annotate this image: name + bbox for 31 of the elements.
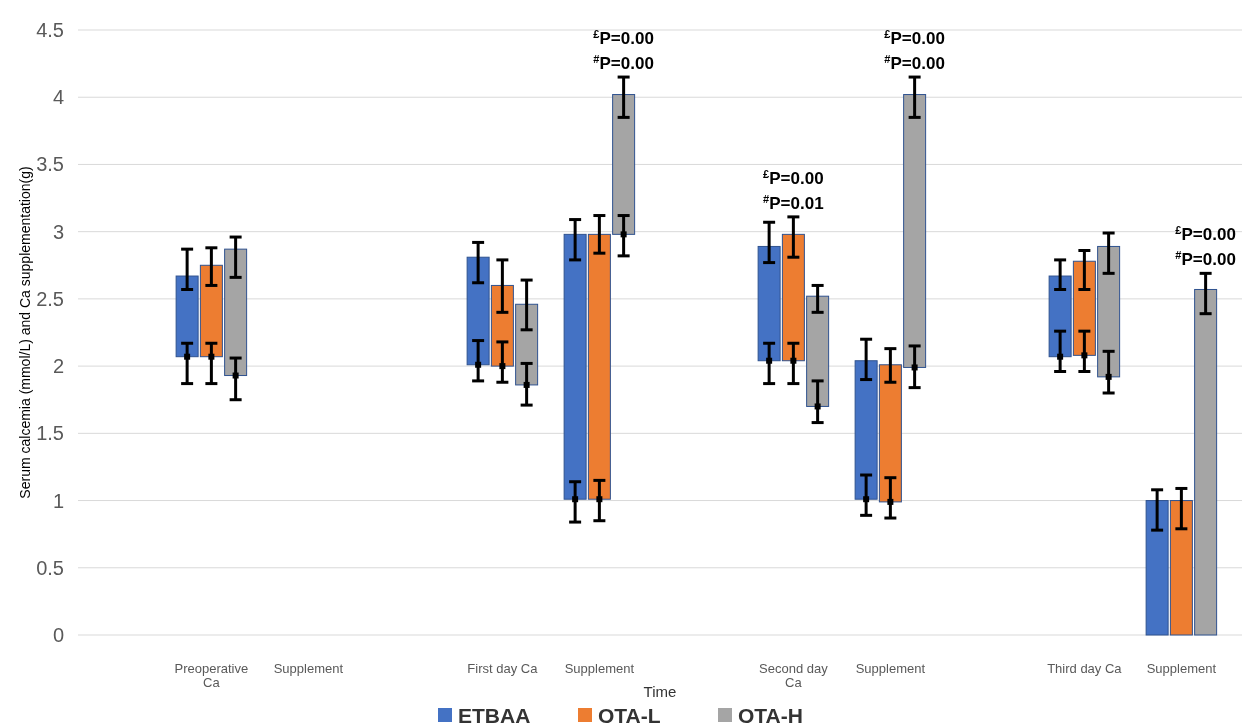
annotation: $^{£}$P=0.00 <box>1175 224 1236 245</box>
y-tick-label: 0 <box>52 624 64 646</box>
y-tick-label: 4 <box>52 86 64 109</box>
annotation: $^{£}$P=0.00 <box>884 28 945 49</box>
y-tick-label: 0.5 <box>36 556 64 579</box>
annotation: $^{£}$P=0.00 <box>763 167 824 188</box>
y-tick-label: 2.5 <box>36 287 64 310</box>
y-tick-label: 1 <box>52 489 64 512</box>
y-tick-label: 4.5 <box>36 19 64 41</box>
legend-label: ETBAA <box>458 704 531 726</box>
legend-label: OTA-H <box>738 704 803 726</box>
annotation: $^{#}$P=0.00 <box>884 53 945 74</box>
annotation: $^{£}$P=0.00 <box>593 28 654 49</box>
legend-label: OTA-L <box>598 704 661 726</box>
annotation: $^{#}$P=0.01 <box>763 192 824 213</box>
annotation: $^{#}$P=0.00 <box>1175 249 1236 270</box>
x-axis-title: Time <box>643 683 677 700</box>
x-tick-label: Supplement <box>855 661 926 676</box>
y-tick-label: 2 <box>52 355 64 378</box>
x-tick-label: Third day Ca <box>1047 661 1123 676</box>
annotation: $^{#}$P=0.00 <box>593 53 654 74</box>
x-tick-label: Supplement <box>1146 661 1217 676</box>
y-tick-label: 1.5 <box>36 422 64 445</box>
x-tick-label: First day Ca <box>467 661 539 676</box>
y-axis-title: Serum calcemia (mmol/L) and Ca supplementation(g) <box>17 166 33 499</box>
x-tick-label: Supplement <box>273 661 344 676</box>
x-tick-label: Second day Ca <box>759 661 829 691</box>
x-tick-label: Supplement <box>564 661 635 676</box>
x-tick-label: Preoperative Ca <box>174 661 249 691</box>
y-tick-label: 3 <box>52 220 64 243</box>
y-tick-label: 3.5 <box>36 153 64 176</box>
